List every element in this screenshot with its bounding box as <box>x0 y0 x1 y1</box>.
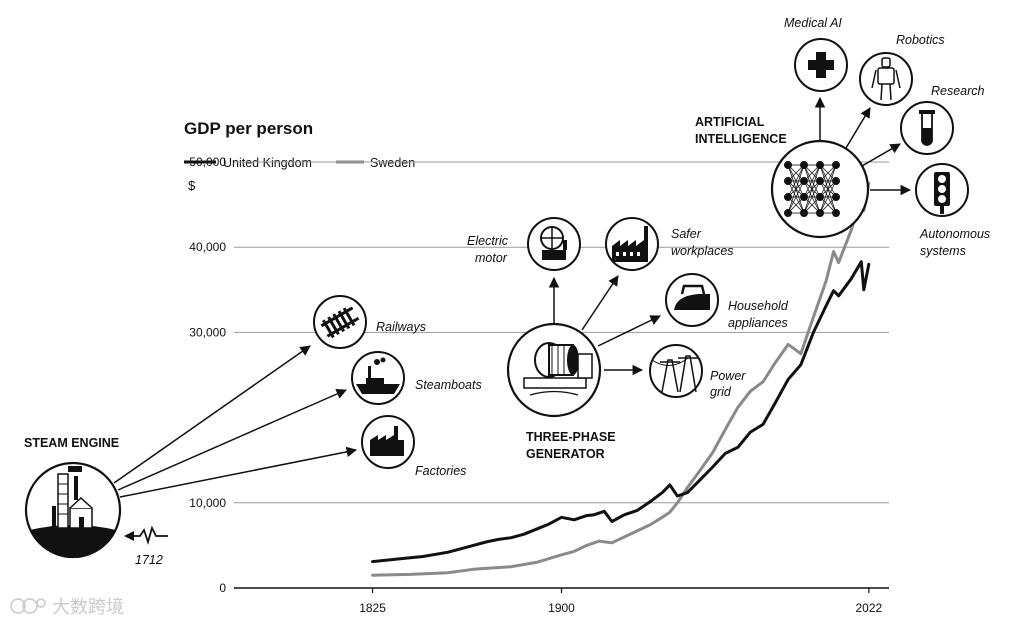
y-axis-ticks: 0 10,000 30,000 40,000 50,000 <box>189 155 226 595</box>
arrow-steam-steamboats <box>117 388 347 491</box>
label-autonomous-line1: Autonomous <box>919 227 990 241</box>
label-robotics: Robotics <box>896 33 945 47</box>
label-power-grid-line2: grid <box>710 385 732 399</box>
label-railways: Railways <box>376 320 426 334</box>
railway-track-icon <box>313 295 367 349</box>
legend-label-sweden: Sweden <box>370 156 415 170</box>
y-tick-label: 40,000 <box>189 240 226 254</box>
power-pylon-icon <box>649 344 703 398</box>
watermark: 大数跨境 <box>10 597 124 618</box>
legend-label-uk: United Kingdom <box>223 156 312 170</box>
label-ai-line1: ARTIFICIAL <box>695 115 765 129</box>
arrow-generator-household <box>597 315 661 347</box>
neural-network-icon <box>770 139 870 239</box>
generator-icon <box>506 322 602 418</box>
y-tick-label: 0 <box>219 581 226 595</box>
year-marker-1712: 1712 <box>124 525 168 567</box>
x-tick-label: 2022 <box>855 601 882 615</box>
label-household-line1: Household <box>728 299 789 313</box>
y-axis-unit: $ <box>188 178 196 193</box>
arrow-generator-safer <box>581 275 619 331</box>
traffic-light-icon <box>915 163 969 217</box>
label-1712: 1712 <box>135 553 163 567</box>
electric-motor-icon <box>527 217 581 271</box>
y-tick-label: 10,000 <box>189 496 226 510</box>
label-safer-line1: Safer <box>671 227 702 241</box>
series-line-united-kingdom <box>371 260 871 564</box>
y-tick-label: 30,000 <box>189 325 226 339</box>
chart-title: GDP per person <box>184 119 313 138</box>
arrow-ai-research <box>861 143 901 167</box>
medical-cross-icon <box>794 38 848 92</box>
arrow-steam-factories <box>119 446 358 498</box>
iron-icon <box>665 273 719 327</box>
legend: United Kingdom Sweden <box>184 156 415 170</box>
connector-arrows <box>113 96 912 498</box>
watermark-text: 大数跨境 <box>52 597 124 618</box>
label-ai-line2: INTELLIGENCE <box>695 132 787 146</box>
label-medical-ai: Medical AI <box>784 16 842 30</box>
label-steamboats: Steamboats <box>415 378 482 392</box>
test-tube-icon <box>900 101 954 155</box>
x-tick-label: 1825 <box>359 601 386 615</box>
label-electric-motor-line1: Electric <box>467 234 509 248</box>
label-autonomous-line2: systems <box>920 244 966 258</box>
label-safer-line2: workplaces <box>671 244 734 258</box>
label-electric-motor-line2: motor <box>475 251 508 265</box>
label-power-grid-line1: Power <box>710 369 746 383</box>
series-lines <box>371 181 871 577</box>
arrow-ai-robotics <box>845 107 871 149</box>
y-tick-label: 50,000 <box>189 155 226 169</box>
steamboat-icon <box>351 351 405 405</box>
robot-icon <box>859 52 913 106</box>
label-steam-engine: STEAM ENGINE <box>24 436 119 450</box>
modern-factory-icon <box>605 217 659 271</box>
steam-engine-icon <box>24 461 122 559</box>
label-household-line2: appliances <box>728 316 788 330</box>
x-tick-label: 1900 <box>548 601 575 615</box>
label-research: Research <box>931 84 985 98</box>
label-generator-line1: THREE-PHASE <box>526 430 616 444</box>
label-factories: Factories <box>415 464 466 478</box>
arrow-steam-railways <box>113 345 311 484</box>
factory-icon <box>361 415 415 469</box>
label-generator-line2: GENERATOR <box>526 447 605 461</box>
x-axis-ticks: 1825 1900 2022 <box>359 588 883 615</box>
